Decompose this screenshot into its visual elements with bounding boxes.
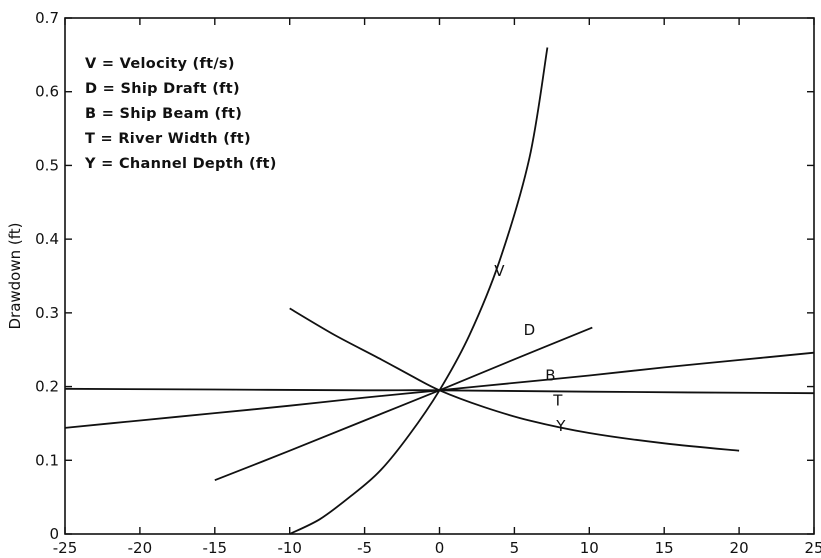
y-axis-title: Drawdown (ft) <box>6 222 24 329</box>
x-tick-label: -5 <box>357 539 372 557</box>
y-tick-label: 0.2 <box>35 378 59 396</box>
legend: V = Velocity (ft/s) D = Ship Draft (ft) B … <box>84 56 277 172</box>
legend-entry: B = Ship Beam (ft) <box>85 106 242 122</box>
y-tick-labels: 0 0.1 0.2 0.3 0.4 0.5 0.6 0.7 <box>35 9 59 543</box>
x-tick-label: 5 <box>510 539 520 557</box>
legend-entry: V = Velocity (ft/s) <box>85 56 235 72</box>
series-t-label: T <box>552 392 563 410</box>
y-tick-label: 0.6 <box>35 83 59 101</box>
x-tick-label: -10 <box>277 539 302 557</box>
y-tick-label: 0.3 <box>35 304 59 322</box>
x-tick-label: 15 <box>655 539 674 557</box>
y-tick-label: 0.1 <box>35 451 59 469</box>
series-y-line <box>289 307 740 452</box>
x-tick-label: 25 <box>804 539 821 557</box>
axis-ticks <box>64 17 815 535</box>
x-tick-label: -20 <box>128 539 153 557</box>
legend-entry: Y = Channel Depth (ft) <box>84 156 277 172</box>
series-v-line <box>289 47 549 535</box>
series-t-line <box>64 387 815 395</box>
y-tick-label: 0.7 <box>35 9 59 27</box>
series-d-line <box>214 326 593 482</box>
y-tick-label: 0.5 <box>35 156 59 174</box>
x-tick-label: 10 <box>580 539 599 557</box>
y-tick-label: 0 <box>49 525 59 543</box>
series-b-label: B <box>545 367 555 385</box>
x-tick-label: -25 <box>53 539 78 557</box>
series-labels: V D BTY <box>494 262 566 435</box>
legend-entry: D = Ship Draft (ft) <box>85 81 240 97</box>
x-tick-labels: -25 -20 -15 -10 -5 0 5 10 15 20 25 <box>53 539 821 557</box>
y-tick-label: 0.4 <box>35 230 59 248</box>
series-y-label: Y <box>555 417 566 435</box>
legend-entry: T = River Width (ft) <box>85 131 251 147</box>
series-v-label: V <box>494 262 505 280</box>
series-curves <box>64 47 815 535</box>
x-tick-label: 20 <box>730 539 749 557</box>
x-tick-label: -15 <box>203 539 228 557</box>
series-d-label: D <box>524 321 536 339</box>
x-tick-label: 0 <box>435 539 445 557</box>
